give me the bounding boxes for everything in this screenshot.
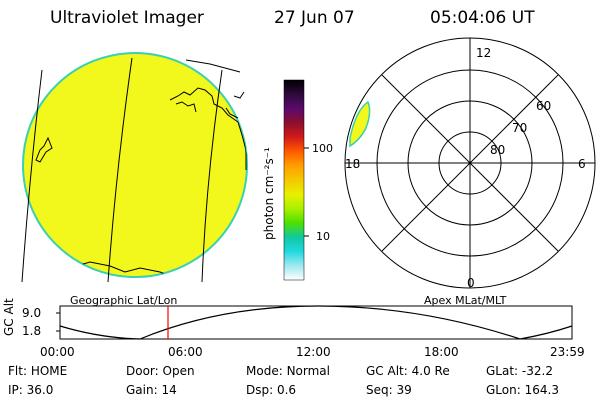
colorbar-tick-100: 100	[312, 142, 333, 155]
timeline-x-tick: 18:00	[424, 345, 459, 359]
timeline-x-tick: 06:00	[168, 345, 203, 359]
mlat-label-80: 80	[490, 143, 506, 157]
timeline-x-tick: 12:00	[296, 345, 331, 359]
mlt-label-12: 12	[476, 46, 492, 60]
polar-spoke	[381, 74, 559, 252]
app-title: Ultraviolet Imager	[50, 8, 204, 28]
status-glon: GLon: 164.3	[486, 383, 559, 397]
time-label: 05:04:06 UT	[430, 8, 535, 28]
status-seq: Seq: 39	[366, 383, 412, 397]
longitude-line	[21, 69, 43, 283]
longitude-line	[107, 57, 133, 283]
status-gc-alt: GC Alt: 4.0 Re	[366, 364, 450, 378]
mlt-label-0: 0	[467, 276, 475, 290]
status-ip: IP: 36.0	[8, 383, 54, 397]
status-gain: Gain: 14	[126, 383, 177, 397]
altitude-curve	[59, 305, 573, 340]
uv-disk	[22, 52, 248, 278]
status-dsp: Dsp: 0.6	[246, 383, 297, 397]
timeline-frame	[59, 305, 573, 340]
uv-emission-patch	[349, 100, 371, 148]
mlat-label-70: 70	[512, 121, 528, 135]
coastline	[185, 59, 241, 73]
status-flt: Flt: HOME	[8, 364, 68, 378]
mlt-label-6: 6	[578, 157, 586, 171]
timeline-x-tick: 23:59	[550, 345, 585, 359]
mlat-label-60: 60	[536, 99, 552, 113]
date-label: 27 Jun 07	[274, 8, 355, 28]
timeline-y-tick-9: 9.0	[22, 306, 42, 320]
colorbar-tick-10: 10	[316, 230, 330, 243]
status-mode: Mode: Normal	[246, 364, 330, 378]
timeline-y-tick-1.8: 1.8	[22, 324, 42, 338]
status-door: Door: Open	[126, 364, 195, 378]
coastline	[29, 87, 247, 277]
colorbar-gradient	[283, 79, 305, 281]
coastline	[225, 107, 239, 119]
coastline	[233, 91, 245, 99]
mlt-label-18: 18	[345, 157, 361, 171]
geo-panel-label: Geographic Lat/Lon	[70, 294, 178, 307]
timeline-y-label: GC Alt	[2, 298, 16, 336]
timeline-x-tick: 00:00	[40, 345, 75, 359]
status-glat: GLat: -32.2	[486, 364, 553, 378]
polar-panel-label: Apex MLat/MLT	[424, 294, 507, 307]
longitude-line	[201, 69, 223, 283]
